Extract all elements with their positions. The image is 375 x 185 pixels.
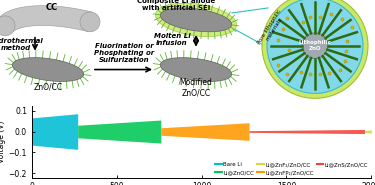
Ellipse shape	[155, 3, 237, 37]
Text: Molten Li
infusion: Molten Li infusion	[154, 33, 190, 46]
Ellipse shape	[160, 58, 232, 81]
Legend: Bare Li, Li@ZnO/CC, Li@ZnF₂/ZnO/CC, Li@ZnFP₂/ZnO/CC, Li@ZnS/ZnO/CC: Bare Li, Li@ZnO/CC, Li@ZnF₂/ZnO/CC, Li@Z…	[215, 162, 369, 175]
Circle shape	[267, 0, 363, 93]
Circle shape	[262, 0, 368, 98]
Circle shape	[0, 16, 15, 36]
Text: Composite Li anode
with artificial SEI: Composite Li anode with artificial SEI	[137, 0, 215, 11]
Text: CC: CC	[46, 4, 58, 12]
Text: Fluorination or
Phosphating or
Sulfurization: Fluorination or Phosphating or Sulfuriza…	[94, 43, 154, 63]
Polygon shape	[0, 6, 93, 32]
Text: Hydrothermal
method: Hydrothermal method	[0, 38, 44, 51]
Text: Lithophilic
ZnO: Lithophilic ZnO	[298, 40, 332, 51]
Y-axis label: Voltage (V): Voltage (V)	[0, 121, 6, 163]
Text: Modified
ZnO/CC: Modified ZnO/CC	[180, 78, 212, 97]
Circle shape	[302, 33, 328, 59]
Ellipse shape	[160, 8, 232, 32]
Text: Pore lithophilic
materials: Pore lithophilic materials	[257, 8, 287, 48]
Circle shape	[80, 12, 100, 32]
Ellipse shape	[12, 58, 84, 81]
Text: ZnO/CC: ZnO/CC	[33, 83, 63, 92]
